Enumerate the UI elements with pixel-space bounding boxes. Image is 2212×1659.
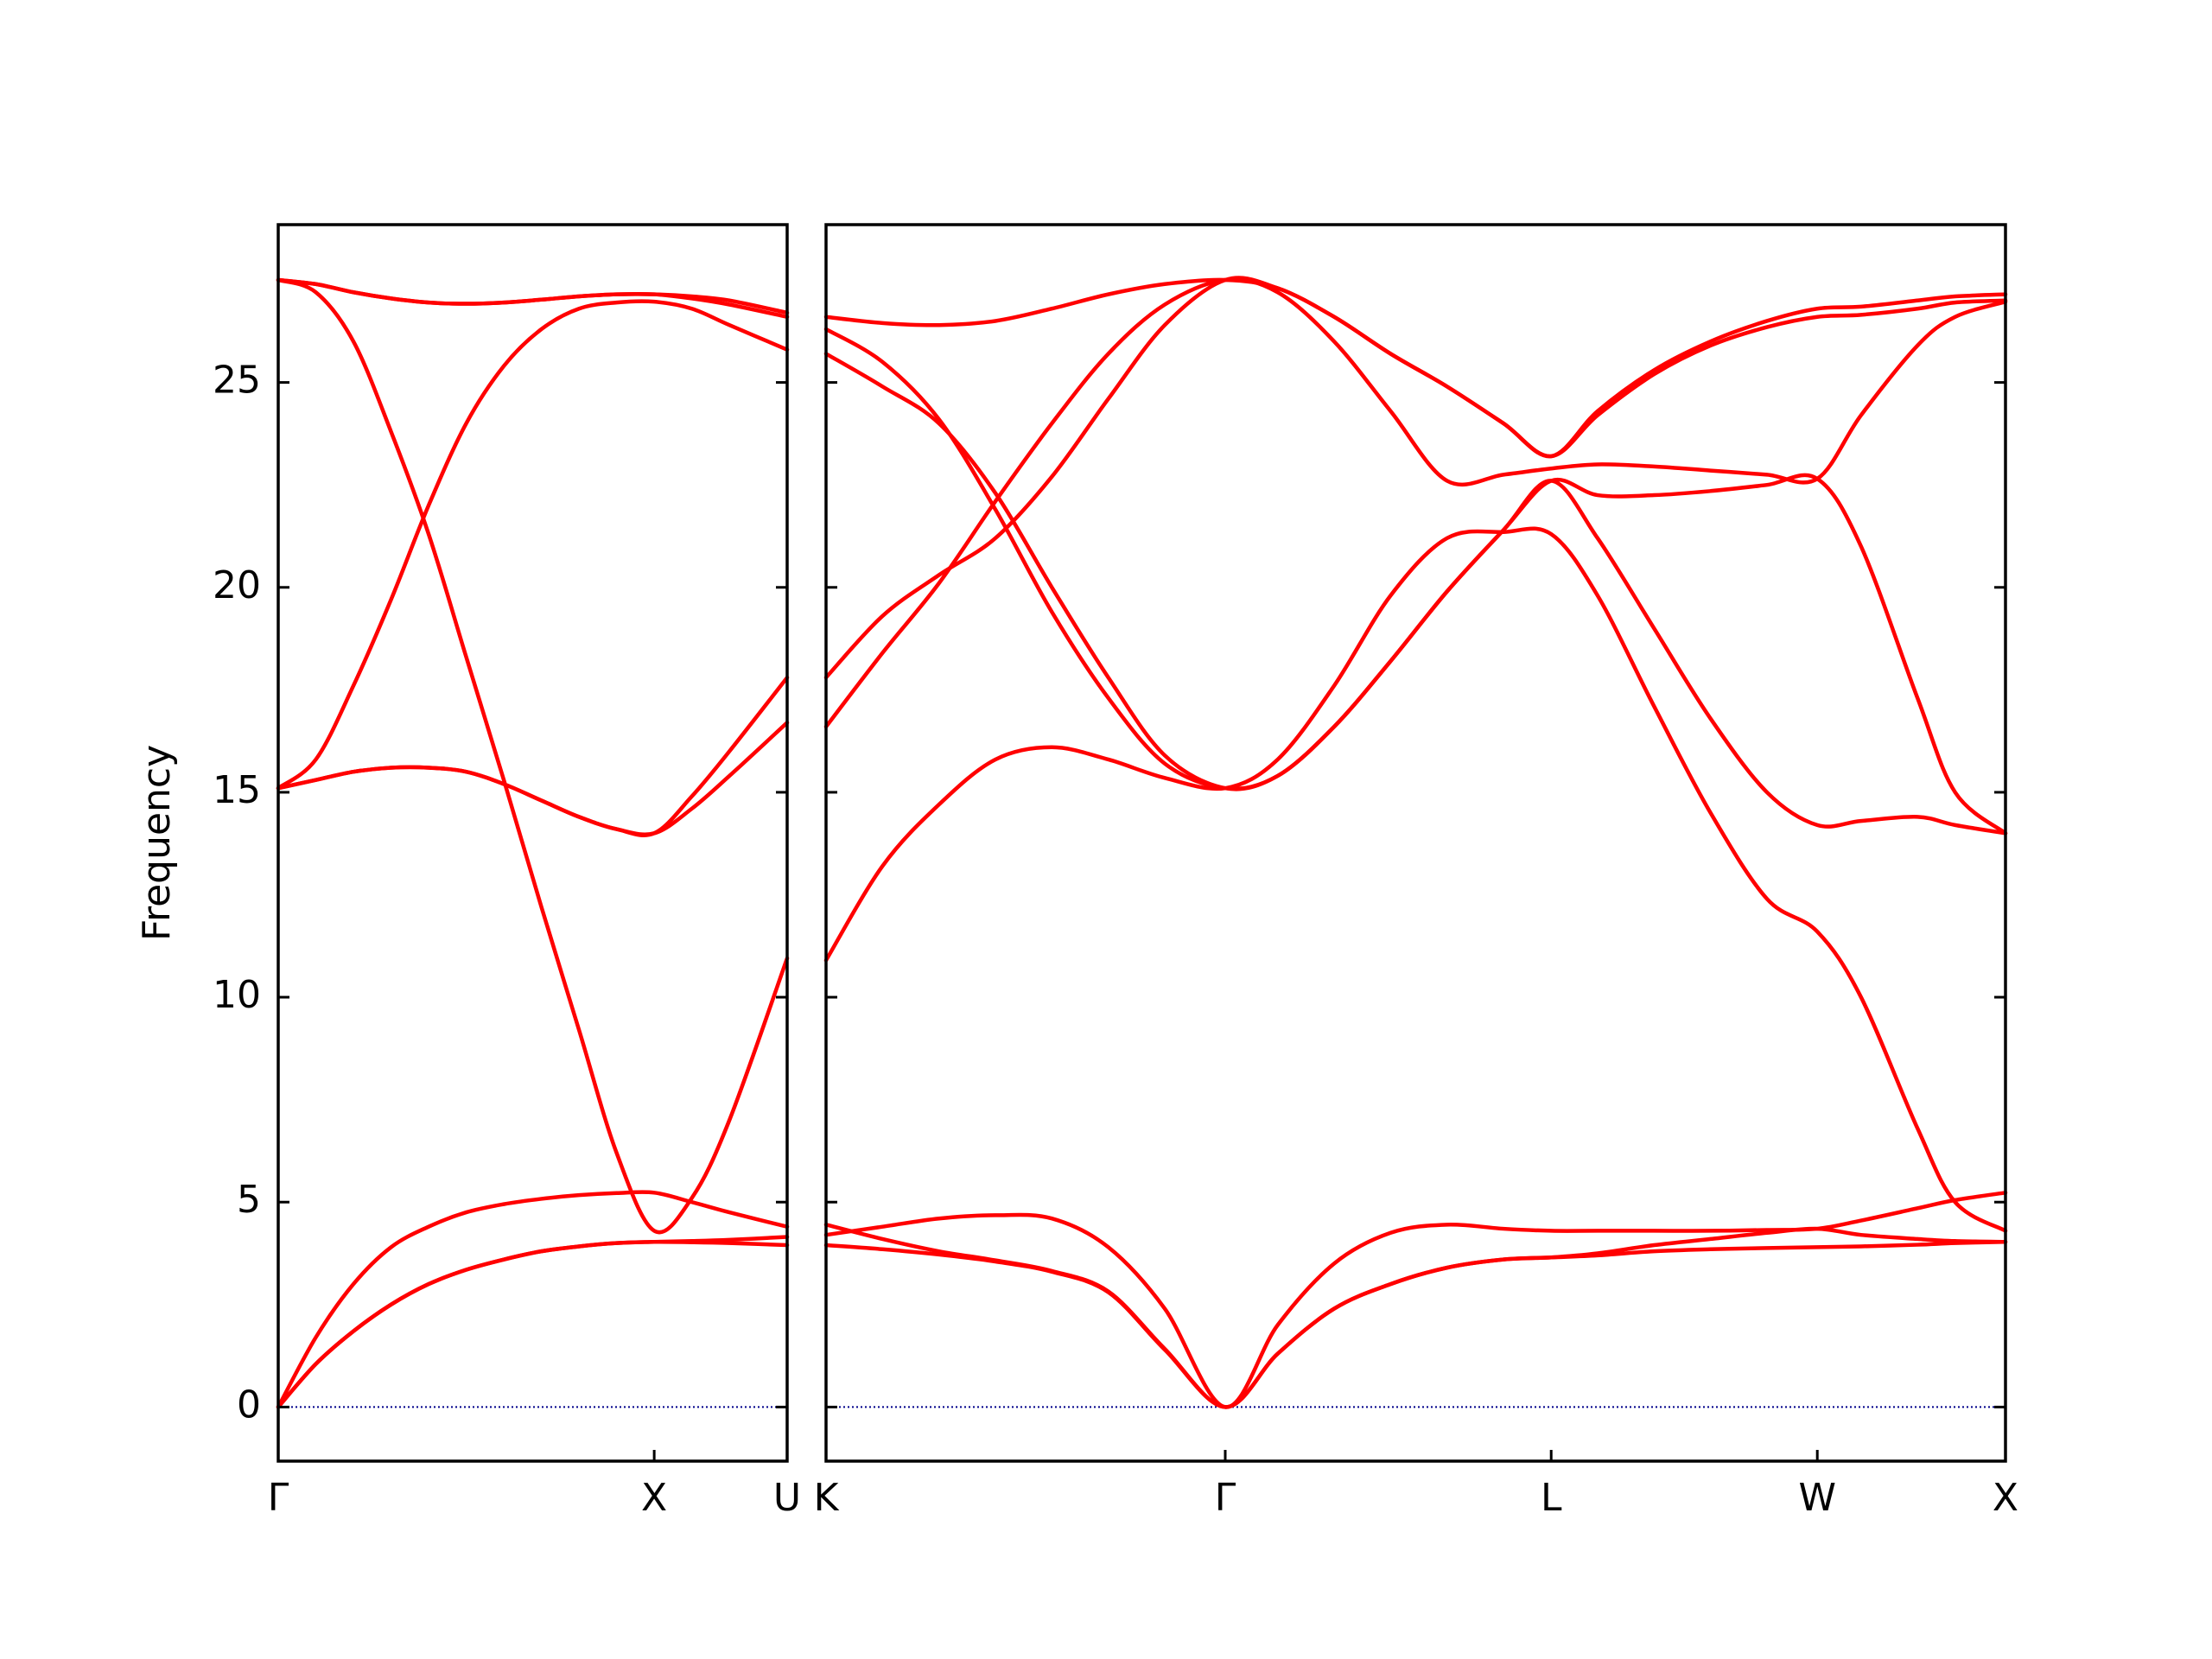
band-line (823, 1239, 2008, 1409)
band-line (276, 299, 790, 791)
y-tick-label: 5 (237, 1178, 261, 1222)
band-line (823, 1223, 2008, 1409)
y-axis-label: Frequency (135, 745, 179, 941)
y-tick-label: 10 (213, 973, 261, 1017)
y-tick-label: 20 (213, 563, 261, 607)
x-tick-label: X (1993, 1476, 2018, 1520)
x-tick-label: Γ (268, 1476, 289, 1520)
band-line (276, 1235, 790, 1409)
y-tick-label: 25 (213, 359, 261, 403)
plot-frame (276, 223, 789, 1463)
x-tick-label: U (773, 1476, 801, 1520)
band-line (823, 277, 2008, 729)
y-tick-label: 15 (213, 768, 261, 812)
band-line (276, 277, 790, 315)
band-line (823, 526, 2008, 1233)
band-line (823, 352, 2008, 836)
band-line (276, 277, 790, 1235)
y-tick-label: 0 (237, 1382, 261, 1427)
band-line (276, 675, 790, 837)
plot-frame (824, 223, 2007, 1463)
band-line (823, 1191, 2008, 1409)
band-line (276, 721, 790, 836)
band-line (276, 1239, 790, 1409)
band-line (823, 327, 2008, 836)
x-tick-label: W (1798, 1476, 1836, 1520)
x-tick-label: K (814, 1476, 840, 1520)
x-tick-label: X (641, 1476, 667, 1520)
band-line (276, 1190, 790, 1409)
band-line (823, 277, 2008, 459)
band-line (823, 276, 2008, 680)
x-tick-label: Γ (1215, 1476, 1236, 1520)
x-tick-label: L (1541, 1476, 1562, 1520)
